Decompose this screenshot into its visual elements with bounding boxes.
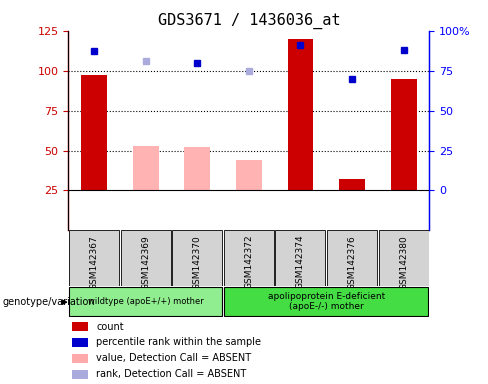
Bar <box>236 160 262 190</box>
Bar <box>72 370 88 379</box>
Text: apolipoprotein E-deficient
(apoE-/-) mother: apolipoprotein E-deficient (apoE-/-) mot… <box>267 292 385 311</box>
Text: GSM142369: GSM142369 <box>141 235 150 290</box>
Text: GSM142376: GSM142376 <box>347 235 357 290</box>
Text: GSM142370: GSM142370 <box>193 235 202 290</box>
Text: GSM142374: GSM142374 <box>296 235 305 290</box>
FancyBboxPatch shape <box>69 230 119 286</box>
Bar <box>287 39 313 190</box>
Text: count: count <box>96 322 124 332</box>
Text: GSM142380: GSM142380 <box>399 235 408 290</box>
Text: value, Detection Call = ABSENT: value, Detection Call = ABSENT <box>96 353 251 363</box>
Text: rank, Detection Call = ABSENT: rank, Detection Call = ABSENT <box>96 369 246 379</box>
Bar <box>72 354 88 363</box>
Text: GSM142367: GSM142367 <box>90 235 99 290</box>
Title: GDS3671 / 1436036_at: GDS3671 / 1436036_at <box>158 13 340 29</box>
FancyBboxPatch shape <box>327 230 377 286</box>
FancyBboxPatch shape <box>69 287 222 316</box>
Bar <box>184 147 210 190</box>
Text: wildtype (apoE+/+) mother: wildtype (apoE+/+) mother <box>88 297 203 306</box>
Bar <box>133 146 159 190</box>
FancyBboxPatch shape <box>224 230 274 286</box>
FancyBboxPatch shape <box>172 230 223 286</box>
Bar <box>339 179 365 190</box>
FancyBboxPatch shape <box>379 230 428 286</box>
Bar <box>72 338 88 347</box>
FancyBboxPatch shape <box>121 230 171 286</box>
Text: genotype/variation: genotype/variation <box>2 297 95 307</box>
Bar <box>391 79 417 190</box>
FancyBboxPatch shape <box>224 287 428 316</box>
Bar <box>81 75 107 190</box>
Bar <box>72 322 88 331</box>
Bar <box>184 147 210 190</box>
Text: percentile rank within the sample: percentile rank within the sample <box>96 338 262 348</box>
FancyBboxPatch shape <box>275 230 325 286</box>
Text: GSM142372: GSM142372 <box>244 235 253 290</box>
